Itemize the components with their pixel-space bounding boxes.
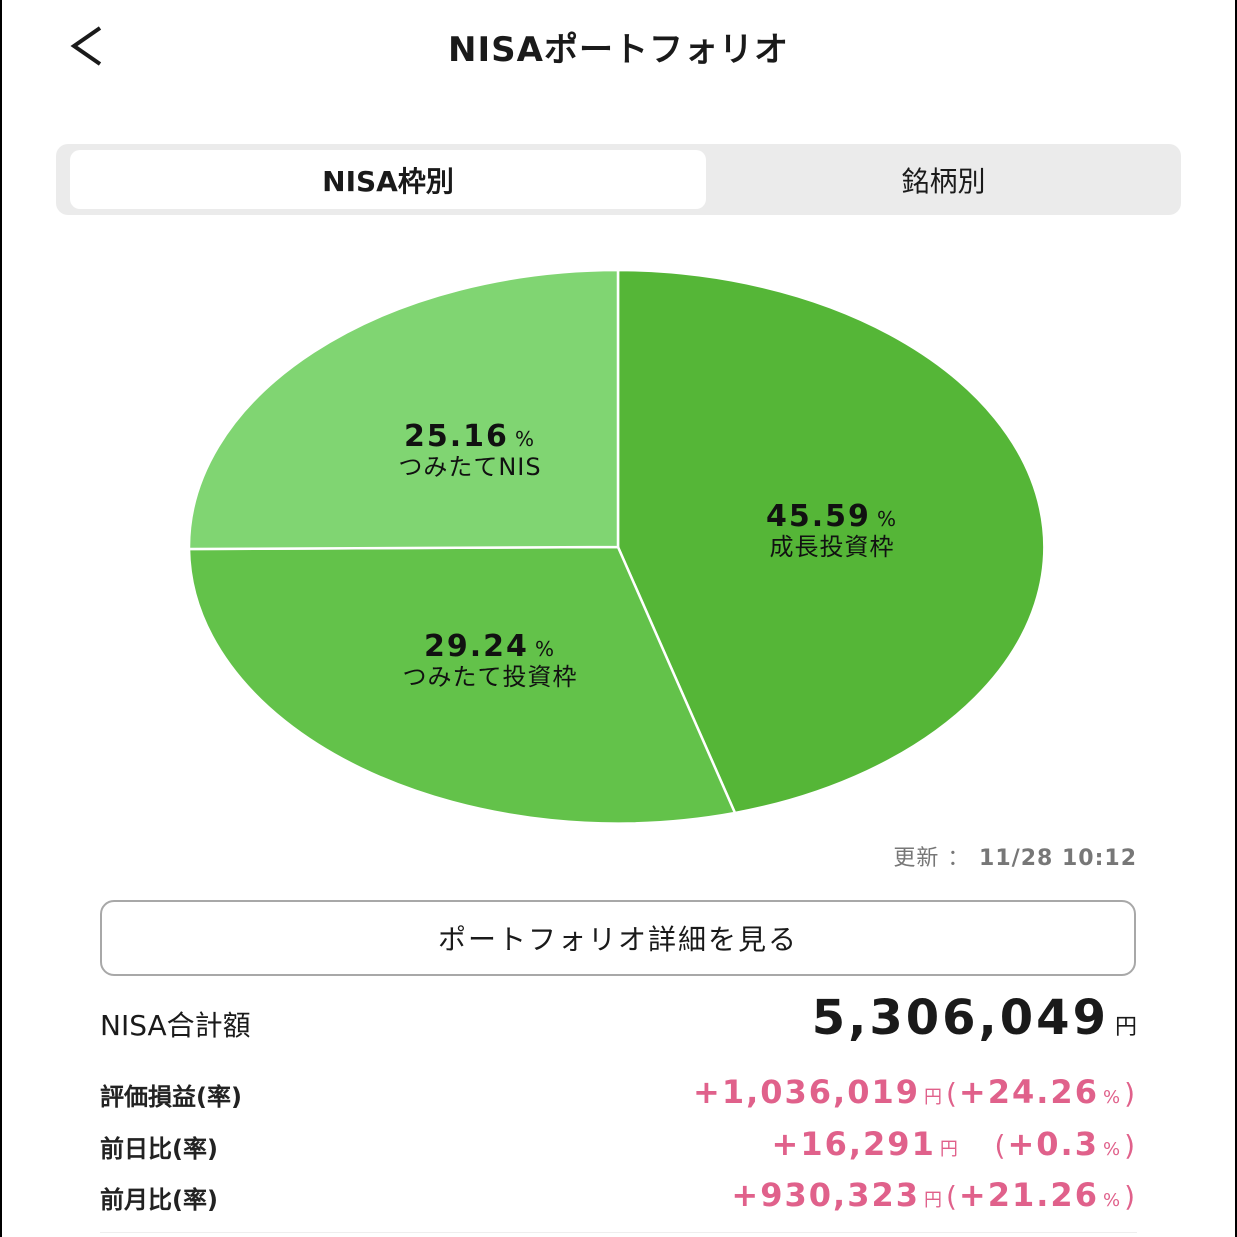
- slice-label-tsumitate-nisa: 25.16% つみたてNIS: [330, 419, 610, 481]
- row-month-change: 前月比(率) +930,323 円 (+21.26%): [100, 1176, 1137, 1214]
- page-title: NISAポートフォリオ: [448, 30, 789, 70]
- back-button[interactable]: [62, 22, 112, 72]
- total-value: 5,306,049 円: [811, 990, 1137, 1046]
- pie-chart: [187, 268, 1046, 825]
- slice-pct: 45.59: [766, 499, 871, 534]
- divider: [100, 1232, 1137, 1233]
- slice-name: 成長投資枠: [769, 533, 895, 561]
- updated-timestamp: 更新 ： 11/28 10:12: [893, 846, 1137, 871]
- frame-border-right: [1235, 0, 1237, 1237]
- slice-pct: 25.16: [404, 419, 509, 454]
- slice-label-tsumitate-frame: 29.24% つみたて投資枠: [340, 629, 640, 691]
- slice-label-growth: 45.59% 成長投資枠: [712, 499, 952, 561]
- row-unrealized-gain: 評価損益(率) +1,036,019 円 (+24.26%): [100, 1073, 1137, 1111]
- tab-nisa-frame[interactable]: NISA枠別: [70, 150, 706, 209]
- portfolio-detail-button[interactable]: ポートフォリオ詳細を見る: [100, 900, 1136, 976]
- frame-border-left: [0, 0, 2, 1237]
- chevron-left-icon: [70, 26, 102, 66]
- slice-pct: 29.24: [424, 629, 529, 664]
- pie-slice-growth[interactable]: [616, 268, 1046, 815]
- pie-slice-tsumitate-frame[interactable]: [187, 545, 737, 825]
- slice-name: つみたてNIS: [398, 453, 542, 481]
- slice-name: つみたて投資枠: [402, 663, 578, 691]
- segmented-control: NISA枠別 銘柄別: [56, 144, 1181, 215]
- pie-slice-tsumitate-nisa[interactable]: [187, 268, 620, 551]
- row-day-change: 前日比(率) +16,291 円 (+0.3%): [100, 1125, 1137, 1163]
- tab-by-stock[interactable]: 銘柄別: [901, 164, 986, 198]
- total-label: NISA合計額: [100, 1009, 251, 1042]
